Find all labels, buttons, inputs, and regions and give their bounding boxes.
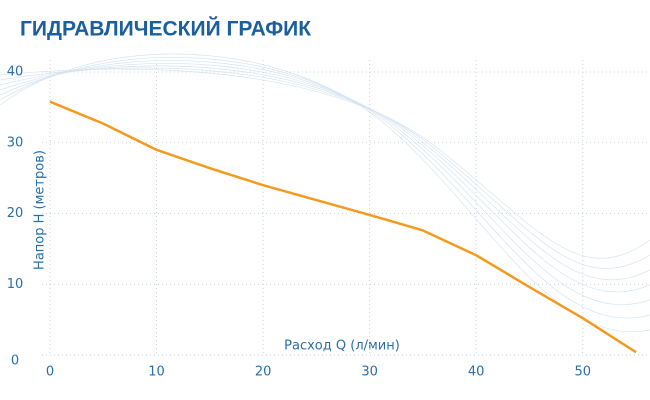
y-tick-label: 40 xyxy=(7,65,24,80)
background-waves xyxy=(0,53,650,333)
y-tick-label: 0 xyxy=(11,354,19,369)
data-line xyxy=(49,100,637,354)
x-axis-label: Расход Q (л/мин) xyxy=(284,339,400,354)
y-tick-label: 20 xyxy=(7,206,24,221)
x-tick-label: 40 xyxy=(468,365,485,380)
wave xyxy=(0,53,650,333)
x-tick-label: 10 xyxy=(148,365,165,380)
wave xyxy=(0,60,650,306)
wave xyxy=(0,57,650,319)
wave xyxy=(0,63,650,293)
x-tick-label: 30 xyxy=(361,365,378,380)
x-tick-label: 20 xyxy=(255,365,272,380)
y-tick-label: 30 xyxy=(7,135,24,150)
chart-title: ГИДРАВЛИЧЕСКИЙ ГРАФИК xyxy=(20,17,311,41)
wave xyxy=(0,67,650,269)
wave xyxy=(0,65,650,281)
x-tick-label: 0 xyxy=(46,365,54,380)
wave xyxy=(0,68,650,259)
y-axis-label: Напор H (метров) xyxy=(33,150,48,270)
x-tick-label: 50 xyxy=(574,365,591,380)
y-tick-label: 10 xyxy=(7,277,24,292)
